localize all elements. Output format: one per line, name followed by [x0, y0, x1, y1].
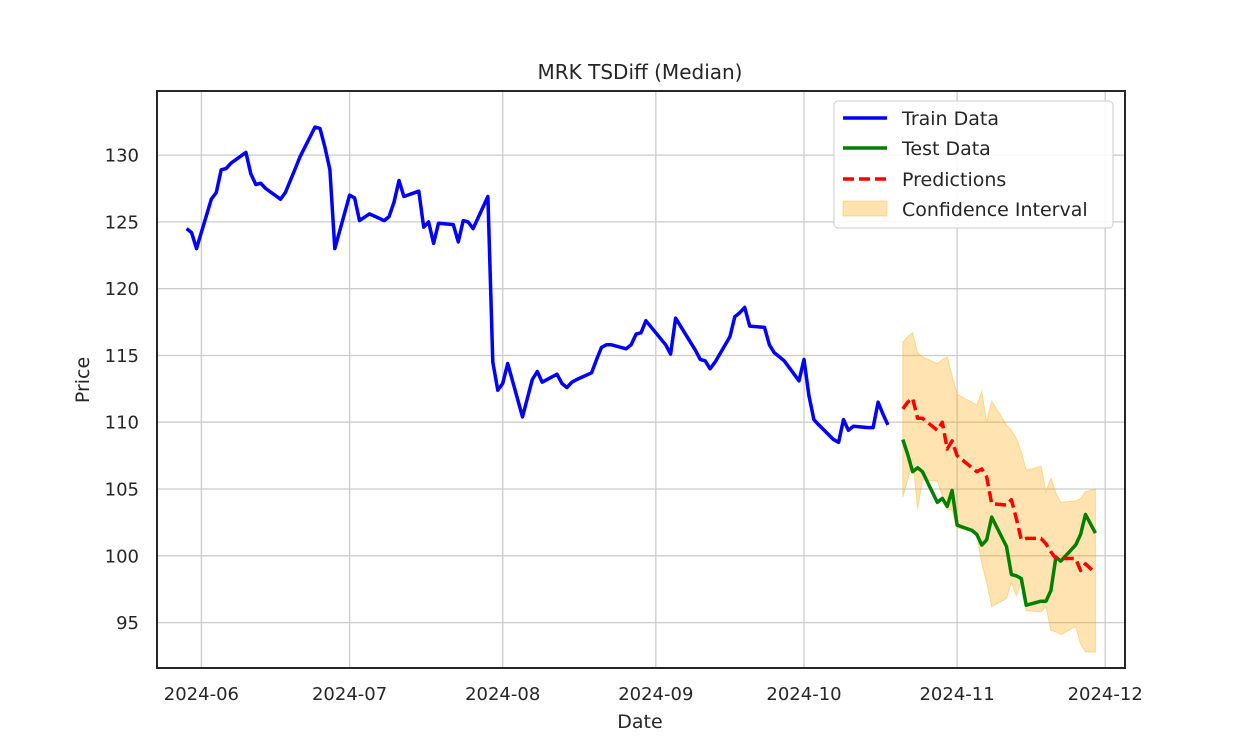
legend-confidence-label: Confidence Interval [902, 199, 1088, 221]
y-tick-label: 125 [105, 212, 139, 233]
x-tick-label: 2024-11 [919, 684, 994, 705]
x-tick-label: 2024-12 [1068, 684, 1143, 705]
predictions-line [901, 396, 1097, 575]
y-axis-ticks: 95 100 105 110 115 120 125 130 [105, 146, 139, 634]
legend-test-label: Test Data [901, 138, 991, 160]
x-tick-label: 2024-06 [164, 684, 239, 705]
x-tick-label: 2024-09 [618, 684, 693, 705]
train-data-line [185, 125, 890, 445]
legend-confidence-swatch [842, 200, 888, 217]
y-tick-label: 105 [105, 480, 139, 501]
chart-title: MRK TSDiff (Median) [538, 60, 743, 84]
y-tick-label: 115 [105, 346, 139, 367]
y-tick-label: 95 [116, 613, 139, 634]
legend: Train Data Test Data Predictions Confide… [833, 100, 1114, 229]
y-tick-label: 130 [105, 146, 139, 167]
x-tick-label: 2024-07 [312, 684, 387, 705]
x-axis-title: Date [617, 711, 662, 733]
x-tick-label: 2024-08 [465, 684, 540, 705]
plot-frame [156, 90, 1126, 669]
y-tick-label: 100 [105, 546, 139, 567]
x-axis-ticks: 2024-06 2024-07 2024-08 2024-09 2024-10 2024-… [164, 684, 1143, 705]
grid-lines [157, 91, 1125, 668]
legend-train-label: Train Data [901, 108, 999, 130]
y-tick-label: 110 [105, 413, 139, 434]
y-axis-title: Price [72, 357, 94, 403]
series-lines [185, 125, 1097, 607]
y-tick-label: 120 [105, 279, 139, 300]
legend-box [833, 100, 1114, 229]
legend-predictions-label: Predictions [902, 169, 1006, 191]
x-tick-label: 2024-10 [766, 684, 841, 705]
